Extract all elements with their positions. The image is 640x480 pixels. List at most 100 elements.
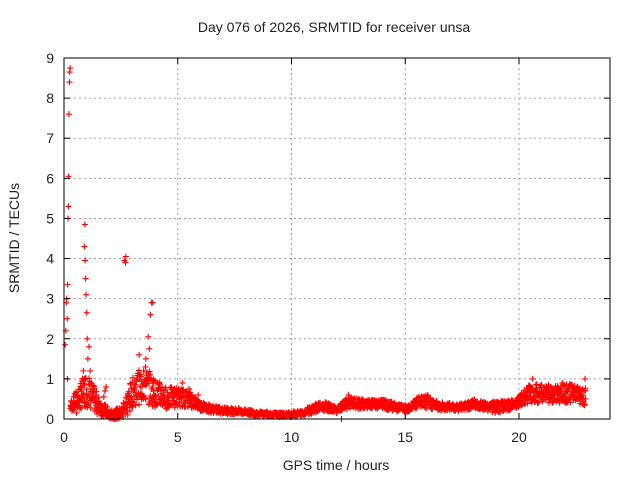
data-point xyxy=(481,405,488,412)
data-point xyxy=(82,275,89,282)
data-point xyxy=(500,405,507,412)
data-point xyxy=(577,391,584,398)
x-tick-label: 15 xyxy=(397,429,413,445)
data-point xyxy=(568,393,575,400)
data-point xyxy=(146,368,153,375)
data-point xyxy=(283,411,290,418)
data-point xyxy=(572,385,579,392)
data-point xyxy=(229,407,236,414)
data-point xyxy=(73,409,80,416)
data-point xyxy=(472,399,479,406)
data-point xyxy=(86,375,93,382)
data-point xyxy=(274,411,281,418)
data-point xyxy=(211,407,218,414)
data-point xyxy=(101,387,108,394)
data-point xyxy=(174,387,181,394)
data-point xyxy=(395,401,402,408)
data-point xyxy=(412,404,419,411)
data-point xyxy=(64,281,71,288)
data-point xyxy=(446,400,453,407)
data-point xyxy=(279,412,286,419)
data-point xyxy=(129,395,136,402)
data-point xyxy=(270,412,277,419)
data-point xyxy=(439,399,446,406)
data-point xyxy=(129,374,136,381)
data-point xyxy=(100,393,107,400)
data-point xyxy=(71,405,78,412)
data-point xyxy=(550,395,557,402)
data-point xyxy=(181,403,188,410)
data-point xyxy=(563,387,570,394)
data-point xyxy=(524,400,531,407)
data-point xyxy=(386,403,393,410)
data-point xyxy=(198,399,205,406)
x-tick-label: 10 xyxy=(284,429,300,445)
data-point xyxy=(431,401,438,408)
x-tick-label: 5 xyxy=(174,429,182,445)
data-point xyxy=(88,379,95,386)
data-point xyxy=(436,403,443,410)
y-tick-label: 6 xyxy=(46,170,54,186)
data-point xyxy=(581,402,588,409)
data-point xyxy=(346,405,353,412)
data-point xyxy=(129,403,136,410)
data-point xyxy=(311,403,318,410)
data-point xyxy=(135,367,142,374)
data-point xyxy=(413,399,420,406)
data-point xyxy=(224,405,231,412)
data-point xyxy=(579,395,586,402)
data-point xyxy=(390,405,397,412)
data-point xyxy=(83,291,90,298)
data-point xyxy=(579,395,586,402)
data-point xyxy=(191,401,198,408)
data-point xyxy=(243,408,249,415)
data-point xyxy=(124,411,131,418)
data-point xyxy=(315,399,322,406)
data-point xyxy=(78,404,85,411)
data-point xyxy=(152,391,158,398)
data-point xyxy=(343,395,350,402)
data-point xyxy=(247,409,254,416)
data-point xyxy=(65,203,72,210)
data-point xyxy=(522,389,529,396)
y-tick-label: 4 xyxy=(46,251,54,267)
data-point xyxy=(340,403,347,410)
data-point xyxy=(359,397,366,404)
data-point xyxy=(90,397,97,404)
data-point xyxy=(80,367,87,374)
data-point xyxy=(82,257,89,264)
data-point xyxy=(87,367,94,374)
data-point xyxy=(145,333,152,340)
data-point xyxy=(83,309,90,316)
data-point xyxy=(122,259,129,266)
data-point xyxy=(132,402,139,409)
data-point xyxy=(76,405,83,412)
data-point xyxy=(156,395,163,402)
data-point xyxy=(506,407,513,414)
data-point xyxy=(154,399,161,406)
data-point xyxy=(163,397,170,404)
data-point xyxy=(89,391,96,398)
data-point xyxy=(137,371,144,378)
data-point xyxy=(67,403,74,410)
data-point xyxy=(142,355,149,362)
data-points xyxy=(62,65,589,422)
data-point xyxy=(427,395,434,402)
data-point xyxy=(306,407,313,414)
data-point xyxy=(409,405,416,412)
data-point xyxy=(531,393,538,400)
data-point xyxy=(136,401,143,408)
data-point xyxy=(363,401,370,408)
data-point xyxy=(238,407,245,414)
data-point xyxy=(252,411,259,418)
data-point xyxy=(115,415,122,422)
data-point xyxy=(85,401,92,408)
data-point xyxy=(81,376,88,383)
data-point xyxy=(169,393,176,400)
y-tick-label: 5 xyxy=(46,210,54,226)
data-point xyxy=(98,409,105,416)
data-point xyxy=(302,409,309,416)
data-point xyxy=(372,403,379,410)
data-point xyxy=(67,65,74,72)
data-point xyxy=(558,396,565,403)
